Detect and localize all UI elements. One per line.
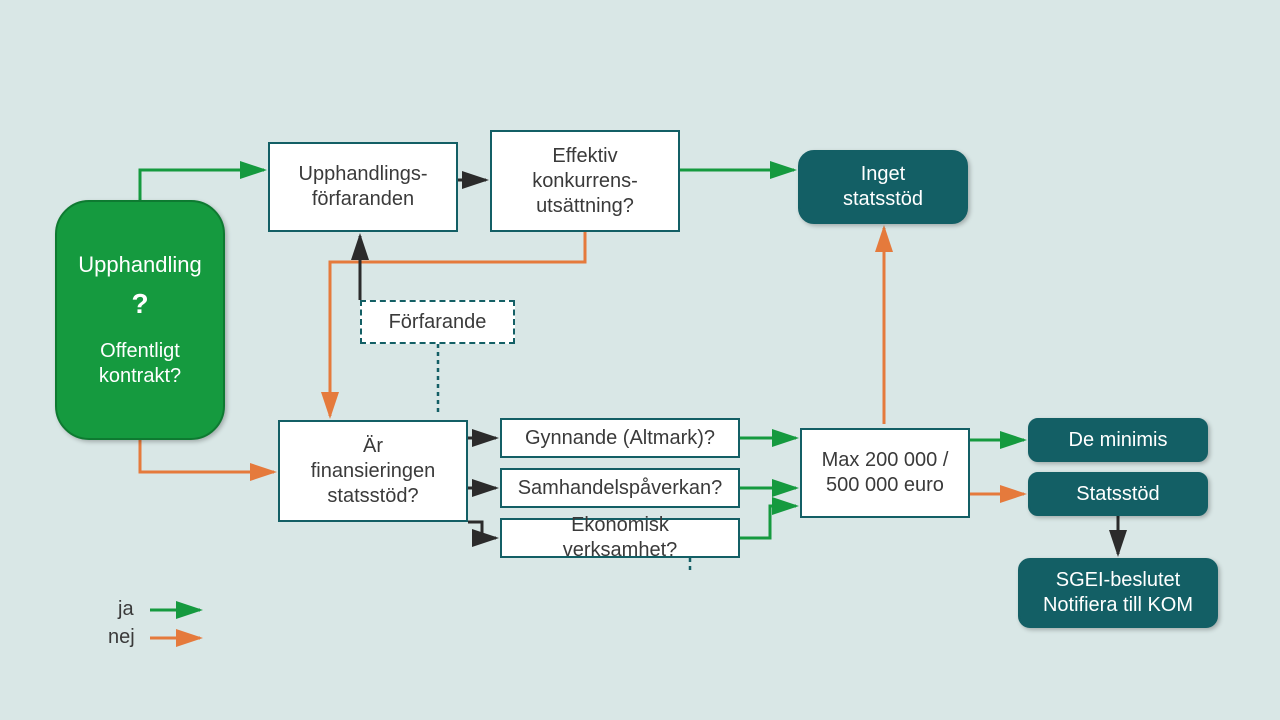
legend-nej-label: nej (108, 626, 135, 649)
node-finansieringen-statsstod: Är finansieringen statsstöd? (278, 420, 468, 522)
node-samhandelspaverkan: Samhandelspåverkan? (500, 468, 740, 508)
node-effektiv-konkurrens: Effektiv konkurrens- utsättning? (490, 130, 680, 232)
node-upphandlingsforfaranden: Upphandlings- förfaranden (268, 142, 458, 232)
start-title: Upphandling (78, 251, 202, 279)
node-max-euro: Max 200 000 / 500 000 euro (800, 428, 970, 518)
node-inget-statsstod: Inget statsstöd (798, 150, 968, 224)
node-gynnande-altmark: Gynnande (Altmark)? (500, 418, 740, 458)
node-sgei-beslutet: SGEI-beslutet Notifiera till KOM (1018, 558, 1218, 628)
start-question-mark: ? (131, 286, 148, 321)
start-subtitle: Offentligt kontrakt? (67, 339, 213, 389)
node-ekonomisk-verksamhet: Ekonomisk verksamhet? (500, 518, 740, 558)
node-de-minimis: De minimis (1028, 418, 1208, 462)
node-statsstod: Statsstöd (1028, 472, 1208, 516)
node-start: Upphandling ? Offentligt kontrakt? (55, 200, 225, 440)
node-forfarande: Förfarande (360, 300, 515, 344)
legend-ja-label: ja (118, 598, 134, 621)
